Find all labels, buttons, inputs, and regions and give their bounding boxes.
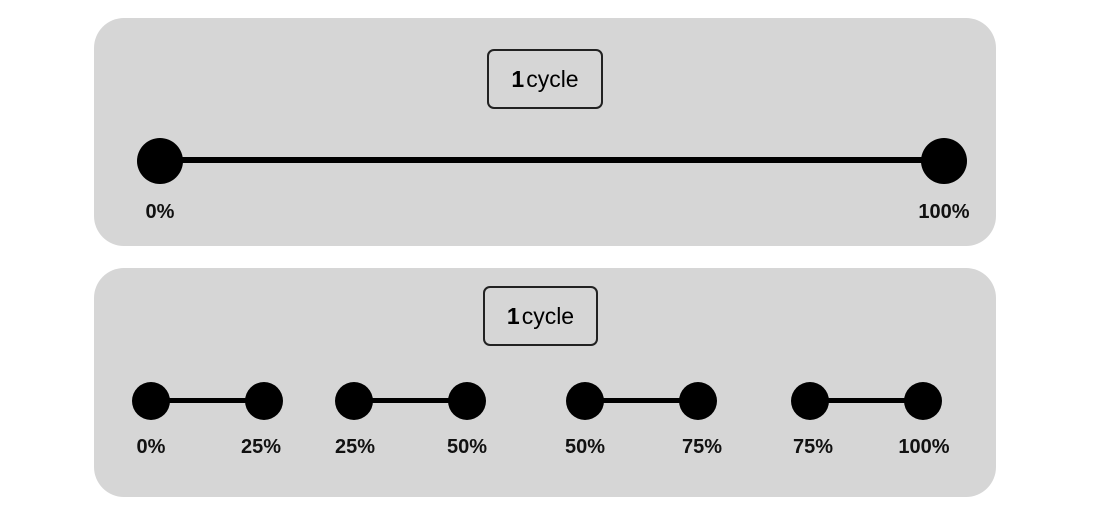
segment-line [151,398,264,403]
cycle-label-box: 1 cycle [483,286,598,346]
segment-start-label: 0% [136,436,166,458]
cycle-count: 1 [511,65,525,92]
cycle-label-box: 1 cycle [487,49,603,109]
cycle-count: 1 [506,302,520,329]
segment-end-dot [245,382,283,420]
segment-end-label: 100% [898,436,950,458]
segment-line [585,398,698,403]
segment-end-dot [679,382,717,420]
segment-start-dot [132,382,170,420]
split-cycle-panel: 1 cycle 0% 25% 25% 50% 50% 75% 75% 100% [94,268,996,497]
segment-end-label: 25% [240,436,282,458]
end-dot [921,138,967,184]
segment-start-label: 75% [792,436,834,458]
segment-start-dot [791,382,829,420]
cycle-unit: cycle [521,302,575,329]
cycle-unit: cycle [526,65,579,92]
segment-line [354,398,467,403]
start-dot [137,138,183,184]
segment-start-label: 50% [564,436,606,458]
full-cycle-panel: 1 cycle 0% 100% [94,18,996,246]
segment-end-dot [904,382,942,420]
segment-end-label: 75% [681,436,723,458]
segment-line [810,398,923,403]
full-cycle-line [160,157,944,163]
segment-end-dot [448,382,486,420]
segment-end-label: 50% [446,436,488,458]
segment-start-label: 25% [334,436,376,458]
end-percent-label: 100% [918,201,970,223]
start-percent-label: 0% [145,201,175,223]
segment-start-dot [335,382,373,420]
segment-start-dot [566,382,604,420]
